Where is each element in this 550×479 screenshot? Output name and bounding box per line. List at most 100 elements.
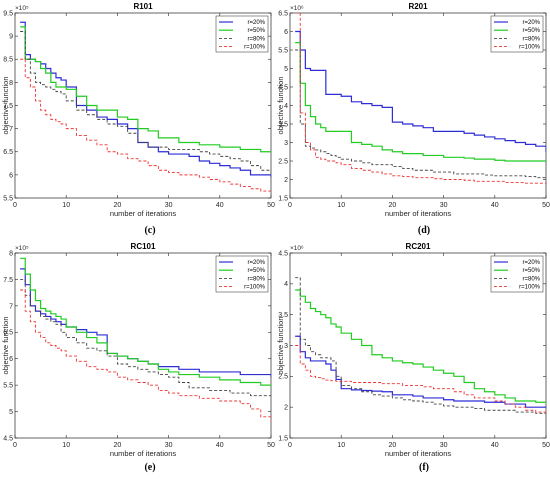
legend-label: r=100% <box>244 45 266 51</box>
series-line-r100 <box>295 345 546 414</box>
y-tick-label: 8.5 <box>3 57 13 64</box>
x-tick-label: 40 <box>216 442 224 449</box>
x-tick-label: 40 <box>491 442 499 449</box>
x-tick-label: 0 <box>288 202 292 209</box>
x-axis-label: number of iterations <box>110 449 177 458</box>
series-group <box>295 277 546 414</box>
x-tick-label: 10 <box>337 202 345 209</box>
x-tick-label: 30 <box>440 442 448 449</box>
y-tick-label: 6 <box>9 172 13 179</box>
y-tick-label: 7 <box>9 303 13 310</box>
y-tick-label: 2.5 <box>278 158 288 165</box>
legend-label: r=80% <box>522 36 540 42</box>
series-line-r80 <box>295 49 546 179</box>
legend-label: r=20% <box>247 20 265 26</box>
y-axis-exponent: ×10⁵ <box>15 245 29 252</box>
y-tick-label: 5.5 <box>278 47 288 54</box>
y-axis-label: objective function <box>1 77 10 135</box>
caption-f: (f) <box>419 462 429 473</box>
x-tick-label: 40 <box>216 202 224 209</box>
y-tick-label: 9.5 <box>3 10 13 17</box>
chart-title: RC101 <box>131 242 156 251</box>
y-tick-label: 3 <box>284 343 288 350</box>
series-line-r50 <box>20 257 271 388</box>
chart-title: RC201 <box>406 242 431 251</box>
y-axis-label: objective function <box>1 317 10 375</box>
y-tick-label: 5 <box>284 66 288 73</box>
legend-label: r=50% <box>522 28 540 34</box>
x-axis-label: number of iterations <box>385 209 452 218</box>
x-tick-label: 30 <box>440 202 448 209</box>
y-tick-label: 1.5 <box>278 195 288 202</box>
caption-e: (e) <box>144 462 156 473</box>
y-tick-label: 6 <box>9 356 13 363</box>
y-tick-label: 7 <box>9 126 13 133</box>
y-tick-label: 5.5 <box>3 195 13 202</box>
y-tick-label: 7.5 <box>3 103 13 110</box>
legend-label: r=80% <box>247 36 265 42</box>
x-tick-label: 30 <box>165 442 173 449</box>
legend: r=20% r=50% r=80% r=100% <box>490 15 544 53</box>
x-tick-label: 20 <box>114 442 122 449</box>
caption-d: (d) <box>417 225 431 236</box>
series-line-r80 <box>20 31 271 175</box>
x-tick-label: 0 <box>288 442 292 449</box>
series-line-r100 <box>20 289 271 425</box>
legend: r=20% r=50% r=80% r=100% <box>490 255 544 293</box>
x-tick-label: 0 <box>13 202 17 209</box>
x-tick-label: 20 <box>389 202 397 209</box>
y-tick-label: 4.5 <box>278 84 288 91</box>
series-group <box>20 257 271 425</box>
series-line-r50 <box>295 289 546 405</box>
series-line-r100 <box>295 13 546 184</box>
panel-r101: 5.5 6 6.5 7 7.5 8 8.5 9 9.5 0 10 20 30 40 50 R101 ×10⁵ nu… <box>1 2 275 218</box>
legend-label: r=100% <box>519 285 541 291</box>
x-tick-label: 10 <box>337 442 345 449</box>
x-tick-label: 50 <box>542 442 550 449</box>
x-tick-label: 10 <box>62 442 70 449</box>
chart-title: R201 <box>408 2 428 11</box>
series-line-r20 <box>295 335 546 408</box>
y-tick-label: 3 <box>284 140 288 147</box>
y-tick-label: 4 <box>284 281 288 288</box>
series-line-r80 <box>295 277 546 414</box>
y-tick-label: 8 <box>9 80 13 87</box>
panel-rc101: 4.5 5 5.5 6 6.5 7 7.5 8 0 10 20 30 40 50 RC101 ×10⁵ numb… <box>1 242 275 458</box>
x-axis-label: number of iterations <box>110 209 177 218</box>
y-tick-label: 1.5 <box>278 435 288 442</box>
plot-frame <box>289 12 547 199</box>
y-tick-label: 4.5 <box>278 250 288 257</box>
y-axis-exponent: ×10⁶ <box>290 5 304 12</box>
legend-label: r=100% <box>519 45 541 51</box>
y-tick-label: 4 <box>284 103 288 110</box>
legend-label: r=50% <box>247 268 265 274</box>
y-tick-label: 3.5 <box>278 312 288 319</box>
legend-label: r=50% <box>522 268 540 274</box>
y-tick-label: 9 <box>9 34 13 41</box>
series-line-r80 <box>20 278 271 397</box>
x-tick-label: 20 <box>114 202 122 209</box>
legend-label: r=20% <box>522 20 540 26</box>
y-tick-label: 7.5 <box>3 277 13 284</box>
legend-label: r=20% <box>247 260 265 266</box>
legend-label: r=80% <box>522 276 540 282</box>
series-line-r20 <box>295 30 546 152</box>
caption-c: (c) <box>144 225 156 236</box>
legend-label: r=20% <box>522 260 540 266</box>
y-tick-label: 2 <box>284 405 288 412</box>
legend: r=20% r=50% r=80% r=100% <box>215 15 269 53</box>
series-group <box>20 21 271 194</box>
legend: r=20% r=50% r=80% r=100% <box>215 255 269 293</box>
y-tick-label: 6 <box>284 29 288 36</box>
y-tick-label: 5 <box>9 409 13 416</box>
y-tick-label: 6.5 <box>3 330 13 337</box>
x-tick-label: 40 <box>491 202 499 209</box>
series-line-r50 <box>295 42 546 162</box>
x-tick-label: 10 <box>62 202 70 209</box>
y-tick-label: 5.5 <box>3 383 13 390</box>
series-line-r100 <box>20 58 271 194</box>
x-axis-label: number of iterations <box>385 449 452 458</box>
y-tick-label: 6.5 <box>3 149 13 156</box>
legend-label: r=50% <box>247 28 265 34</box>
